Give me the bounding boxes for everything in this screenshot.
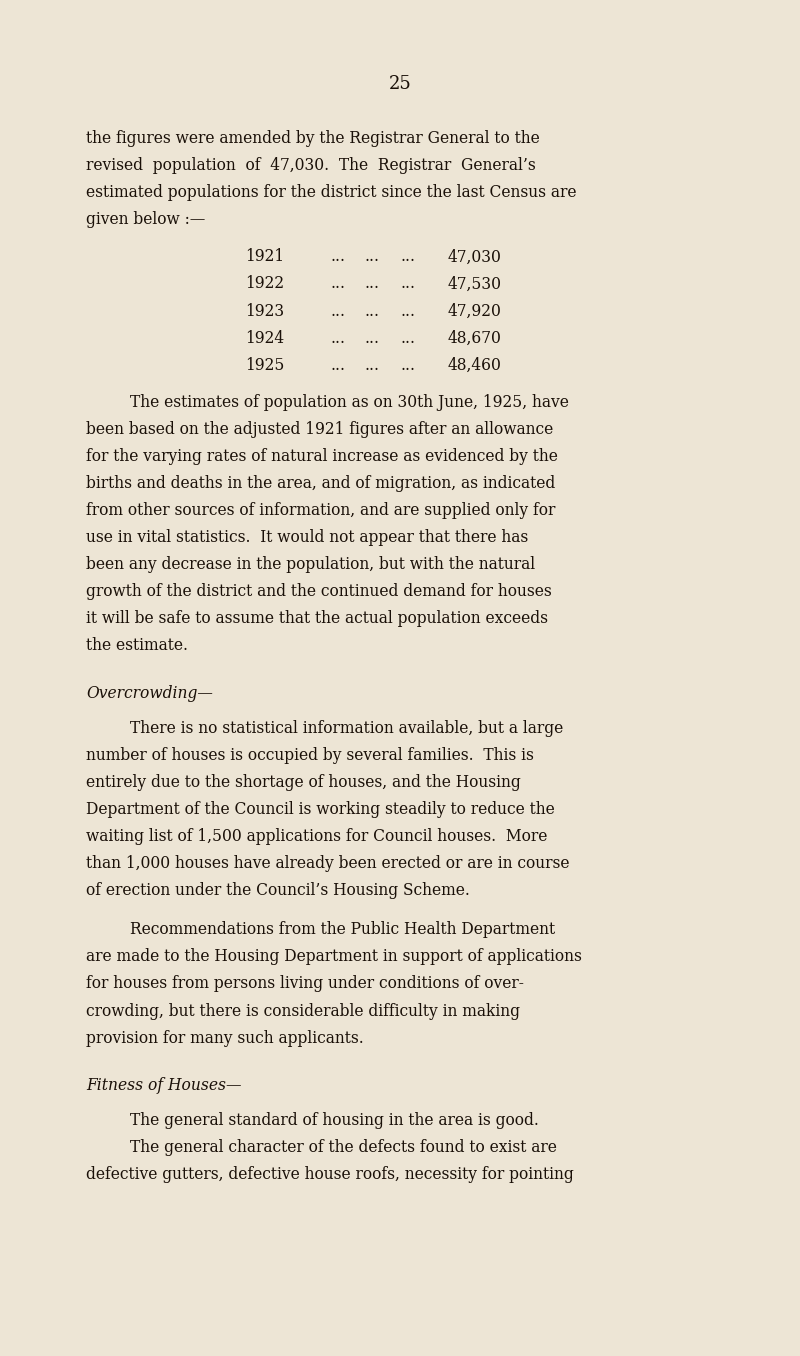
Text: 25: 25 [389,75,411,94]
Text: 47,920: 47,920 [448,302,502,320]
Text: ...: ... [365,357,380,374]
Text: ...: ... [330,248,345,266]
Text: 1924: 1924 [245,330,284,347]
Text: The general standard of housing in the area is good.: The general standard of housing in the a… [130,1112,539,1128]
Text: ...: ... [330,275,345,293]
Text: ...: ... [365,275,380,293]
Text: The general character of the defects found to exist are: The general character of the defects fou… [130,1139,557,1155]
Text: given below :—: given below :— [86,212,206,228]
Text: are made to the Housing Department in support of applications: are made to the Housing Department in su… [86,948,582,965]
Text: 48,460: 48,460 [448,357,502,374]
Text: ...: ... [365,302,380,320]
Text: from other sources of information, and are supplied only for: from other sources of information, and a… [86,502,555,519]
Text: for houses from persons living under conditions of over-: for houses from persons living under con… [86,975,524,993]
Text: The estimates of population as on 30th June, 1925, have: The estimates of population as on 30th J… [130,393,569,411]
Text: it will be safe to assume that the actual population exceeds: it will be safe to assume that the actua… [86,610,548,628]
Text: ...: ... [400,357,415,374]
Text: defective gutters, defective house roofs, necessity for pointing: defective gutters, defective house roofs… [86,1166,574,1182]
Text: births and deaths in the area, and of migration, as indicated: births and deaths in the area, and of mi… [86,475,555,492]
Text: than 1,000 houses have already been erected or are in course: than 1,000 houses have already been erec… [86,856,570,872]
Text: of erection under the Council’s Housing Scheme.: of erection under the Council’s Housing … [86,883,470,899]
Text: entirely due to the shortage of houses, and the Housing: entirely due to the shortage of houses, … [86,774,521,791]
Text: provision for many such applicants.: provision for many such applicants. [86,1029,364,1047]
Text: ...: ... [400,275,415,293]
Text: number of houses is occupied by several families.  This is: number of houses is occupied by several … [86,747,534,763]
Text: ...: ... [330,330,345,347]
Text: ...: ... [365,248,380,266]
Text: revised  population  of  47,030.  The  Registrar  General’s: revised population of 47,030. The Regist… [86,157,536,174]
Text: the estimate.: the estimate. [86,637,188,655]
Text: 1923: 1923 [245,302,284,320]
Text: growth of the district and the continued demand for houses: growth of the district and the continued… [86,583,552,601]
Text: ...: ... [365,330,380,347]
Text: 1925: 1925 [245,357,284,374]
Text: Recommendations from the Public Health Department: Recommendations from the Public Health D… [130,921,555,938]
Text: There is no statistical information available, but a large: There is no statistical information avai… [130,720,563,736]
Text: Overcrowding—: Overcrowding— [86,685,213,701]
Text: been based on the adjusted 1921 figures after an allowance: been based on the adjusted 1921 figures … [86,420,554,438]
Text: 1921: 1921 [245,248,284,266]
Text: Department of the Council is working steadily to reduce the: Department of the Council is working ste… [86,801,554,818]
Text: 47,530: 47,530 [448,275,502,293]
Text: been any decrease in the population, but with the natural: been any decrease in the population, but… [86,556,535,574]
Text: ...: ... [400,248,415,266]
Text: 1922: 1922 [245,275,284,293]
Text: use in vital statistics.  It would not appear that there has: use in vital statistics. It would not ap… [86,529,528,546]
Text: Fitness of Houses—: Fitness of Houses— [86,1077,242,1094]
Text: crowding, but there is considerable difficulty in making: crowding, but there is considerable diff… [86,1002,520,1020]
Text: the figures were amended by the Registrar General to the: the figures were amended by the Registra… [86,130,540,146]
Text: ...: ... [330,302,345,320]
Text: for the varying rates of natural increase as evidenced by the: for the varying rates of natural increas… [86,447,558,465]
Text: ...: ... [330,357,345,374]
Text: 47,030: 47,030 [448,248,502,266]
Text: ...: ... [400,302,415,320]
Text: 48,670: 48,670 [448,330,502,347]
Text: estimated populations for the district since the last Census are: estimated populations for the district s… [86,184,577,201]
Text: ...: ... [400,330,415,347]
Text: waiting list of 1,500 applications for Council houses.  More: waiting list of 1,500 applications for C… [86,829,547,845]
